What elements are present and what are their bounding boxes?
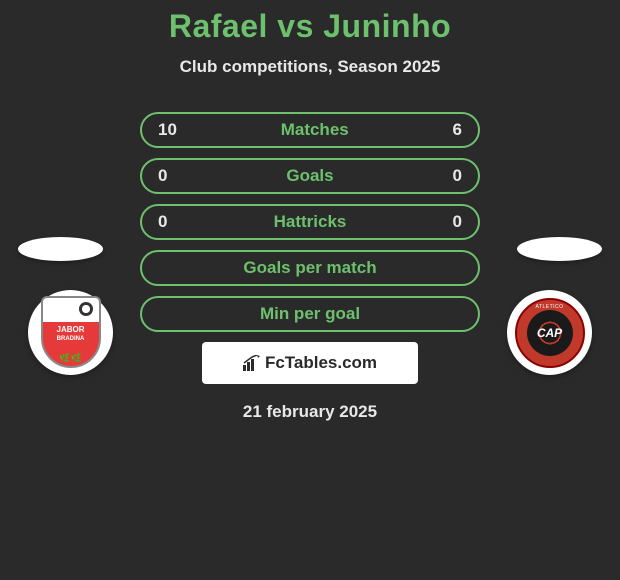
team-logo-atletico: ATLETICO CAP [515,298,585,368]
stat-row-hattricks: 0 Hattricks 0 [140,204,480,240]
stat-label: Hattricks [274,212,347,232]
stat-value-right: 0 [453,212,462,232]
comparison-container: Rafael vs Juninho Club competitions, Sea… [0,0,620,422]
team-logo-jabor: JABOR BRADINA 🌿🌿 [40,296,101,369]
stat-value-left: 0 [158,212,167,232]
stat-row-matches: 10 Matches 6 [140,112,480,148]
main-area: JABOR BRADINA 🌿🌿 ATLETICO CAP 10 Matche [0,112,620,422]
attribution-text: FcTables.com [265,353,377,373]
laurel-icon: 🌿🌿 [59,353,81,364]
player-right-badge: ATLETICO CAP [507,290,592,375]
stat-value-left: 10 [158,120,177,140]
team-name-jabor: JABOR BRADINA [56,326,84,342]
team-acronym-atletico: CAP [537,326,562,340]
stat-label: Goals per match [243,258,376,278]
page-subtitle: Club competitions, Season 2025 [0,57,620,77]
stat-row-goals: 0 Goals 0 [140,158,480,194]
page-title: Rafael vs Juninho [0,8,620,45]
stat-row-goals-per-match: Goals per match [140,250,480,286]
stat-value-right: 6 [453,120,462,140]
attribution-box[interactable]: FcTables.com [202,342,418,384]
player-left-ellipse [18,237,103,261]
stat-label: Goals [286,166,333,186]
date-label: 21 february 2025 [0,402,620,422]
team-name-atletico: ATLETICO [535,304,563,310]
stat-value-left: 0 [158,166,167,186]
player-right-ellipse [517,237,602,261]
stat-row-min-per-goal: Min per goal [140,296,480,332]
stat-value-right: 0 [453,166,462,186]
stat-label: Min per goal [260,304,360,324]
player-left-badge: JABOR BRADINA 🌿🌿 [28,290,113,375]
chart-icon [243,355,261,371]
stats-column: 10 Matches 6 0 Goals 0 0 Hattricks 0 Goa… [140,112,480,332]
stat-label: Matches [281,120,349,140]
soccer-ball-icon [79,302,93,316]
